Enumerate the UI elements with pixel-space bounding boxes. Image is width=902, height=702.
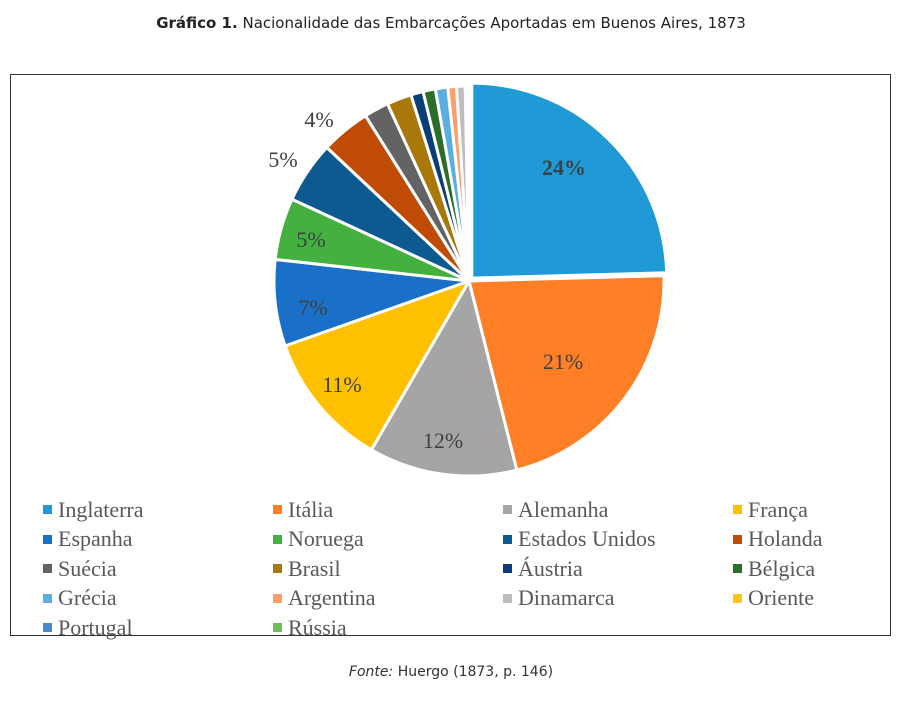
- legend-item: Inglaterra: [43, 495, 273, 525]
- legend-label: Brasil: [288, 555, 341, 581]
- legend-label: Holanda: [748, 526, 823, 552]
- data-label: 12%: [423, 428, 463, 453]
- pie-slice-inglaterra: [470, 81, 669, 280]
- source-prefix: Fonte:: [348, 664, 394, 680]
- legend-label: Argentina: [288, 585, 376, 611]
- legend-item: Áustria: [503, 554, 733, 584]
- chart-title: Gráfico 1. Nacionalidade das Embarcações…: [0, 14, 902, 32]
- legend-swatch: [733, 564, 742, 574]
- legend-item: Argentina: [273, 584, 503, 614]
- legend-swatch: [503, 505, 512, 515]
- legend-item: Grécia: [43, 584, 273, 614]
- source-text: Huergo (1873, p. 146): [397, 664, 554, 680]
- legend-swatch: [43, 505, 52, 515]
- legend-swatch: [733, 534, 742, 544]
- data-label: 24%: [542, 155, 586, 180]
- legend-item: Alemanha: [503, 495, 733, 525]
- pie-slice-frança: [283, 278, 473, 452]
- legend-label: Estados Unidos: [518, 526, 656, 552]
- legend-swatch: [503, 534, 512, 544]
- data-label: 7%: [298, 295, 327, 320]
- legend-label: Noruega: [288, 526, 364, 552]
- pie-slice-alemanha: [369, 277, 519, 478]
- legend-item: Espanha: [43, 525, 273, 555]
- legend-swatch: [43, 534, 52, 544]
- legend-label: Oriente: [748, 585, 814, 611]
- legend-swatch: [43, 593, 52, 603]
- legend-swatch: [273, 505, 282, 515]
- chart-frame: 24% 21% 12% 11% 7% 5% 5% 4% Inglaterra Itália Ale…: [10, 74, 891, 640]
- legend-item: Holanda: [733, 525, 883, 555]
- legend-label: Espanha: [58, 526, 133, 552]
- legend-swatch: [273, 534, 282, 544]
- legend-swatch: [273, 593, 282, 603]
- legend-swatch: [273, 623, 282, 633]
- data-label: 5%: [268, 147, 297, 172]
- legend-item: França: [733, 495, 883, 525]
- legend-swatch: [733, 593, 742, 603]
- legend-label: Rússia: [288, 614, 347, 640]
- chart-title-prefix: Gráfico 1.: [156, 14, 238, 32]
- chart-source: Fonte: Huergo (1873, p. 146): [0, 664, 902, 680]
- legend-label: Grécia: [58, 585, 117, 611]
- legend-item: Brasil: [273, 554, 503, 584]
- legend-label: Dinamarca: [518, 585, 615, 611]
- pie-slice-itália: [467, 274, 666, 472]
- data-label: 21%: [543, 349, 583, 374]
- legend-swatch: [733, 505, 742, 515]
- legend-label: Inglaterra: [58, 496, 144, 522]
- legend-swatch: [503, 593, 512, 603]
- data-label: 11%: [322, 372, 362, 397]
- legend-label: Suécia: [58, 555, 117, 581]
- data-label: 5%: [296, 227, 325, 252]
- legend-item: Estados Unidos: [503, 525, 733, 555]
- legend-label: Áustria: [518, 555, 583, 581]
- legend-item: Noruega: [273, 525, 503, 555]
- legend-swatch: [503, 564, 512, 574]
- legend-item: Itália: [273, 495, 503, 525]
- legend-item: Rússia: [273, 613, 503, 643]
- legend-label: Alemanha: [518, 496, 609, 522]
- legend-item: Suécia: [43, 554, 273, 584]
- legend-label: Portugal: [58, 614, 133, 640]
- legend-item: Oriente: [733, 584, 883, 614]
- legend-item: Portugal: [43, 613, 273, 643]
- legend-item: Dinamarca: [503, 584, 733, 614]
- legend-swatch: [273, 564, 282, 574]
- legend-label: França: [748, 496, 808, 522]
- pie-chart: 24% 21% 12% 11% 7% 5% 5% 4%: [268, 81, 669, 478]
- legend-label: Bélgica: [748, 555, 816, 581]
- data-label: 4%: [304, 107, 333, 132]
- pie-slice-rússia: [466, 84, 471, 282]
- legend-swatch: [43, 564, 52, 574]
- legend-swatch: [43, 623, 52, 633]
- chart-title-text: Nacionalidade das Embarcações Aportadas …: [242, 14, 746, 32]
- legend-label: Itália: [288, 496, 334, 522]
- chart-legend: Inglaterra Itália Alemanha França Espanha Nor…: [43, 495, 883, 643]
- legend-item: Bélgica: [733, 554, 883, 584]
